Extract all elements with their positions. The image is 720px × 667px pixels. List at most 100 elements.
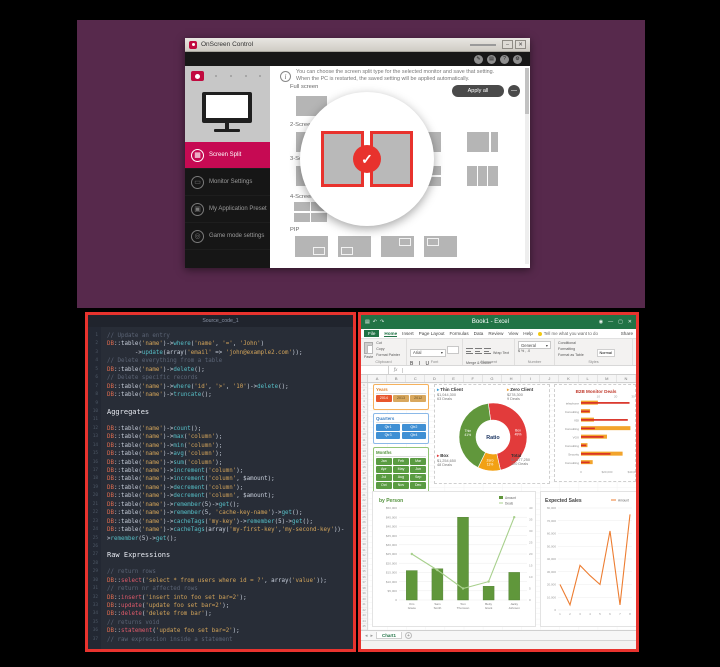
- align-icon[interactable]: [466, 348, 473, 354]
- save-icon[interactable]: ▤: [365, 319, 370, 325]
- tab-home[interactable]: Home: [384, 330, 398, 337]
- apply-all-button[interactable]: Apply all: [452, 85, 504, 97]
- row-headers[interactable]: 1 2 3 4 5 6 7 8 9 10 11 12 13 14 15 16 17 18 19 20 21 22 23 24 2…: [361, 383, 368, 630]
- by-person-chart[interactable]: by Person 0 $5,000 $10,000 $15,000 $20,000 $25…: [373, 492, 537, 628]
- close-button[interactable]: ✕: [515, 40, 526, 49]
- slicer-button-apr[interactable]: Apr: [376, 466, 392, 473]
- maximize-icon[interactable]: ▢: [618, 319, 623, 325]
- tab-page-layout[interactable]: Page Layout: [418, 331, 445, 336]
- ratio-donut-chart[interactable]: Box 49% Zero 11% Thin 41% Ratio: [435, 385, 551, 485]
- tab-file[interactable]: File: [364, 330, 380, 337]
- slicer-button-mar[interactable]: Mar: [410, 458, 426, 465]
- column-header-A[interactable]: A: [368, 375, 388, 382]
- osc-scrollbar[interactable]: [525, 68, 529, 264]
- column-header-C[interactable]: C: [406, 375, 426, 382]
- close-icon[interactable]: ✕: [627, 319, 632, 325]
- column-header-E[interactable]: E: [445, 375, 464, 382]
- column-header-G[interactable]: G: [483, 375, 502, 382]
- split-option-pipBR[interactable]: [295, 236, 328, 257]
- worksheet[interactable]: 1 2 3 4 5 6 7 8 9 10 11 12 13 14 15 16 17 18 19 20 21 22 23 24 2…: [361, 383, 636, 630]
- slicer-button-aug[interactable]: Aug: [393, 474, 409, 481]
- align-icon[interactable]: [484, 348, 491, 354]
- redo-icon[interactable]: ↷: [379, 319, 385, 325]
- column-header-D[interactable]: D: [425, 375, 445, 382]
- tab-review[interactable]: Review: [488, 331, 504, 336]
- help-icon[interactable]: ?: [500, 54, 509, 64]
- column-header-M[interactable]: M: [598, 375, 617, 382]
- slicer-button-2012[interactable]: 2012: [410, 395, 426, 402]
- tab-insert[interactable]: Insert: [402, 331, 414, 336]
- pencil-icon[interactable]: ✎: [474, 54, 483, 64]
- apply-options-button[interactable]: —: [508, 85, 520, 97]
- minimize-icon[interactable]: —: [608, 319, 614, 325]
- sidebar-item-game-mode[interactable]: ◎ Game mode settings: [185, 223, 270, 250]
- slicer-button-sep[interactable]: Sep: [410, 474, 426, 481]
- format-painter-button[interactable]: Format Painter: [376, 352, 400, 357]
- minimize-button[interactable]: –: [502, 40, 513, 49]
- slicer-button-qtr3[interactable]: Qtr3: [376, 432, 401, 439]
- code-content[interactable]: // Update an entry DB::table('name')->whe…: [101, 327, 353, 649]
- slicer-button-2013[interactable]: 2013: [393, 395, 409, 402]
- column-header-H[interactable]: H: [502, 375, 522, 382]
- expected-sales-chart[interactable]: Expected Sales Amount 0 10,000 20,000 30,000 4…: [541, 492, 636, 628]
- cut-button[interactable]: Cut: [376, 341, 382, 345]
- share-button[interactable]: Share: [620, 331, 633, 336]
- slicer-button-qtr1[interactable]: Qtr1: [376, 424, 401, 431]
- slicer-button-oct[interactable]: Oct: [376, 482, 392, 489]
- sidebar-item-screen-split[interactable]: ▦ Screen Split: [185, 142, 270, 169]
- slicer-button-dec[interactable]: Dec: [410, 482, 426, 489]
- merge-center-button[interactable]: Merge & Center: [466, 361, 492, 365]
- column-header-I[interactable]: I: [521, 375, 541, 382]
- slicer-button-jul[interactable]: Jul: [376, 474, 392, 481]
- slicer-button-jan[interactable]: Jan: [376, 458, 392, 465]
- split-option-cols3[interactable]: [467, 166, 498, 186]
- slicer-button-qtr4[interactable]: Qtr4: [401, 432, 426, 439]
- conditional-formatting-button[interactable]: Conditional Formatting: [558, 341, 576, 351]
- select-all-corner[interactable]: [361, 375, 368, 382]
- split-option-pipTR[interactable]: [381, 236, 414, 257]
- font-name-select[interactable]: Arial ▾: [410, 348, 446, 357]
- sidebar-item-monitor-settings[interactable]: ▭ Monitor Settings: [185, 169, 270, 196]
- b2b-monitor-deals-chart[interactable]: B2B Monitor Deals 10 20 30 telephone Consulti…: [555, 385, 636, 483]
- tab-view[interactable]: View: [508, 331, 519, 336]
- slicer-button-jun[interactable]: Jun: [410, 466, 426, 473]
- copy-button[interactable]: Copy: [376, 346, 385, 351]
- split-option-pipTL[interactable]: [424, 236, 457, 257]
- bold-italic-underline-buttons[interactable]: B I U: [410, 361, 432, 367]
- column-header-N[interactable]: N: [617, 375, 636, 382]
- code-editor-header[interactable]: Source_code_1: [88, 315, 353, 327]
- wrap-text-button[interactable]: Wrap Text: [493, 351, 510, 355]
- monitor-icon[interactable]: ▤: [487, 54, 496, 64]
- undo-icon[interactable]: ↶: [372, 319, 377, 325]
- formula-bar[interactable]: fx: [361, 366, 636, 375]
- slicer-button-nov[interactable]: Nov: [393, 482, 409, 489]
- number-format-buttons[interactable]: $ % , .0: [518, 349, 531, 353]
- column-header-B[interactable]: B: [387, 375, 407, 382]
- tab-formulas[interactable]: Formulas: [449, 331, 469, 336]
- align-icon[interactable]: [475, 348, 482, 354]
- slicer-button-feb[interactable]: Feb: [393, 458, 409, 465]
- column-header-F[interactable]: F: [464, 375, 483, 382]
- sidebar-item-app-preset[interactable]: ▣ My Application Preset: [185, 196, 270, 223]
- code-editor-body[interactable]: 1 2 3 4 5 6 7 8 9 10 11 12 13 14 15 16 17 18 19 20 21 22 23 24 2…: [88, 327, 353, 649]
- slicer-button-2014[interactable]: 2014: [376, 395, 392, 402]
- cell-style-normal[interactable]: Normal: [596, 349, 615, 357]
- osc-titlebar[interactable]: OnScreen Control – ✕: [185, 38, 530, 52]
- excel-titlebar[interactable]: ▤ ↶ ↷ Book1 - Excel ◉ — ▢ ✕: [361, 315, 636, 329]
- split-option-narrowR[interactable]: [467, 132, 498, 152]
- selected-split-thumbnail[interactable]: [321, 131, 413, 187]
- slicer-button-may[interactable]: May: [393, 466, 409, 473]
- name-box[interactable]: [361, 366, 389, 374]
- settings-icon[interactable]: ⚙: [513, 54, 522, 64]
- tell-me-box[interactable]: Tell me what you want to do: [537, 331, 598, 336]
- column-header-J[interactable]: J: [540, 375, 560, 382]
- account-icon[interactable]: ◉: [598, 319, 604, 325]
- add-sheet-icon[interactable]: +: [404, 632, 412, 639]
- slicer-button-qtr2[interactable]: Qtr2: [401, 424, 426, 431]
- font-size-select[interactable]: [447, 346, 459, 354]
- number-format-select[interactable]: General ▾: [518, 341, 551, 349]
- split-option-pipBL[interactable]: [338, 236, 371, 257]
- paste-button[interactable]: Paste: [364, 341, 373, 361]
- format-as-table-button[interactable]: Format as Table: [558, 352, 584, 357]
